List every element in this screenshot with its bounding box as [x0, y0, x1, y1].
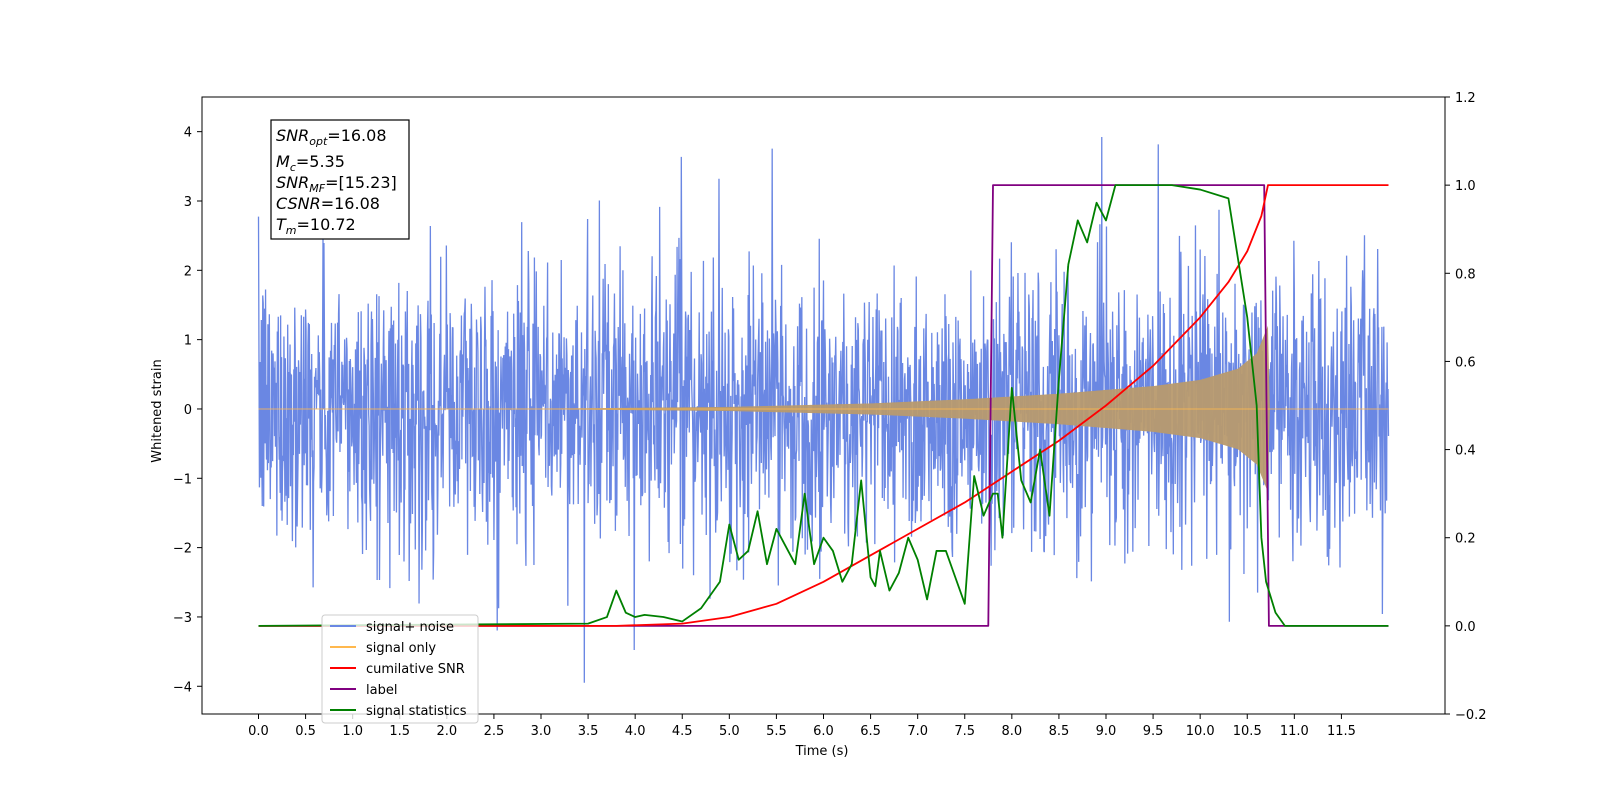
legend-label-signal-statistics: signal statistics — [366, 704, 467, 719]
legend-label-cumulative-snr: cumilative SNR — [366, 662, 465, 677]
annotation-csnr: CSNR=16.08 — [276, 194, 380, 213]
annotation-tm: Tm=10.72 — [276, 215, 356, 237]
y-right-tick-label: 0.4 — [1455, 444, 1476, 459]
y-right-tick-label: 0.8 — [1455, 267, 1476, 282]
y-left-tick-label: −4 — [173, 680, 192, 695]
legend-label-signal-noise: signal+ noise — [366, 620, 454, 635]
axes: 0.0 0.5 1.0 1.5 2.0 2.5 3.0 3.5 4.0 4.5 5.0 5.5 6.0 6… — [173, 91, 1487, 739]
y-right-tick-label: 0.6 — [1455, 355, 1476, 370]
series-signal-statistics-line — [258, 184, 1389, 627]
y-left-tick-label: 1 — [184, 334, 192, 349]
series-signal-noise-line — [257, 137, 1390, 683]
x-axis-label: Time (s) — [795, 744, 849, 759]
x-tick-label: 2.5 — [484, 724, 505, 739]
y-left-tick-label: 2 — [184, 264, 192, 279]
x-tick-label: 11.5 — [1327, 724, 1356, 739]
x-tick-label: 0.5 — [295, 724, 316, 739]
y-left-tick-label: 0 — [184, 403, 192, 418]
legend: signal+ noise signal only cumilative SNR… — [321, 614, 479, 724]
y-left-tick-label: −1 — [173, 472, 192, 487]
x-tick-label: 10.5 — [1233, 724, 1262, 739]
y-left-tick-label: −3 — [173, 611, 192, 626]
x-tick-label: 4.0 — [625, 724, 646, 739]
series-cumulative-snr-line — [258, 184, 1389, 627]
x-tick-label: 3.5 — [578, 724, 599, 739]
x-tick-label: 3.0 — [531, 724, 552, 739]
x-tick-label: 2.0 — [436, 724, 457, 739]
x-tick-label: 7.5 — [954, 724, 975, 739]
plot-area — [257, 137, 1390, 683]
annotation-snr-mf: SNRMF=[15.23] — [276, 173, 397, 195]
y-right-tick-label: 1.0 — [1455, 179, 1476, 194]
y-right-tick-label: 1.2 — [1455, 91, 1476, 106]
x-tick-label: 0.0 — [248, 724, 269, 739]
stats-annotation: SNRopt=16.08 Mc=5.35 SNRMF=[15.23] CSNR=… — [270, 119, 410, 240]
x-tick-label: 5.5 — [766, 724, 787, 739]
x-tick-label: 10.0 — [1186, 724, 1215, 739]
x-tick-label: 1.0 — [342, 724, 363, 739]
y-left-tick-label: −2 — [173, 542, 192, 557]
x-tick-label: 6.0 — [813, 724, 834, 739]
legend-label-signal-only: signal only — [366, 641, 436, 656]
x-tick-label: 8.0 — [1001, 724, 1022, 739]
x-tick-label: 9.5 — [1143, 724, 1164, 739]
legend-box — [321, 614, 479, 724]
x-tick-label: 6.5 — [860, 724, 881, 739]
y-right-tick-label: 0.2 — [1455, 532, 1476, 547]
y-axis-label: Whitened strain — [150, 359, 165, 462]
x-tick-label: 11.0 — [1280, 724, 1309, 739]
x-tick-label: 8.5 — [1049, 724, 1070, 739]
x-tick-label: 7.0 — [907, 724, 928, 739]
annotation-mc: Mc=5.35 — [276, 152, 345, 174]
x-tick-label: 4.5 — [672, 724, 693, 739]
y-right-tick-label: 0.0 — [1455, 620, 1476, 635]
y-left-tick-label: 3 — [184, 195, 192, 210]
y-left-tick-label: 4 — [184, 126, 192, 141]
stats-annotation-box — [270, 119, 410, 240]
y-right-tick-label: −0.2 — [1455, 708, 1487, 723]
legend-label-label: label — [366, 683, 397, 698]
x-tick-label: 1.5 — [389, 724, 410, 739]
x-tick-label: 5.0 — [719, 724, 740, 739]
annotation-snr-opt: SNRopt=16.08 — [276, 126, 387, 148]
x-tick-label: 9.0 — [1096, 724, 1117, 739]
